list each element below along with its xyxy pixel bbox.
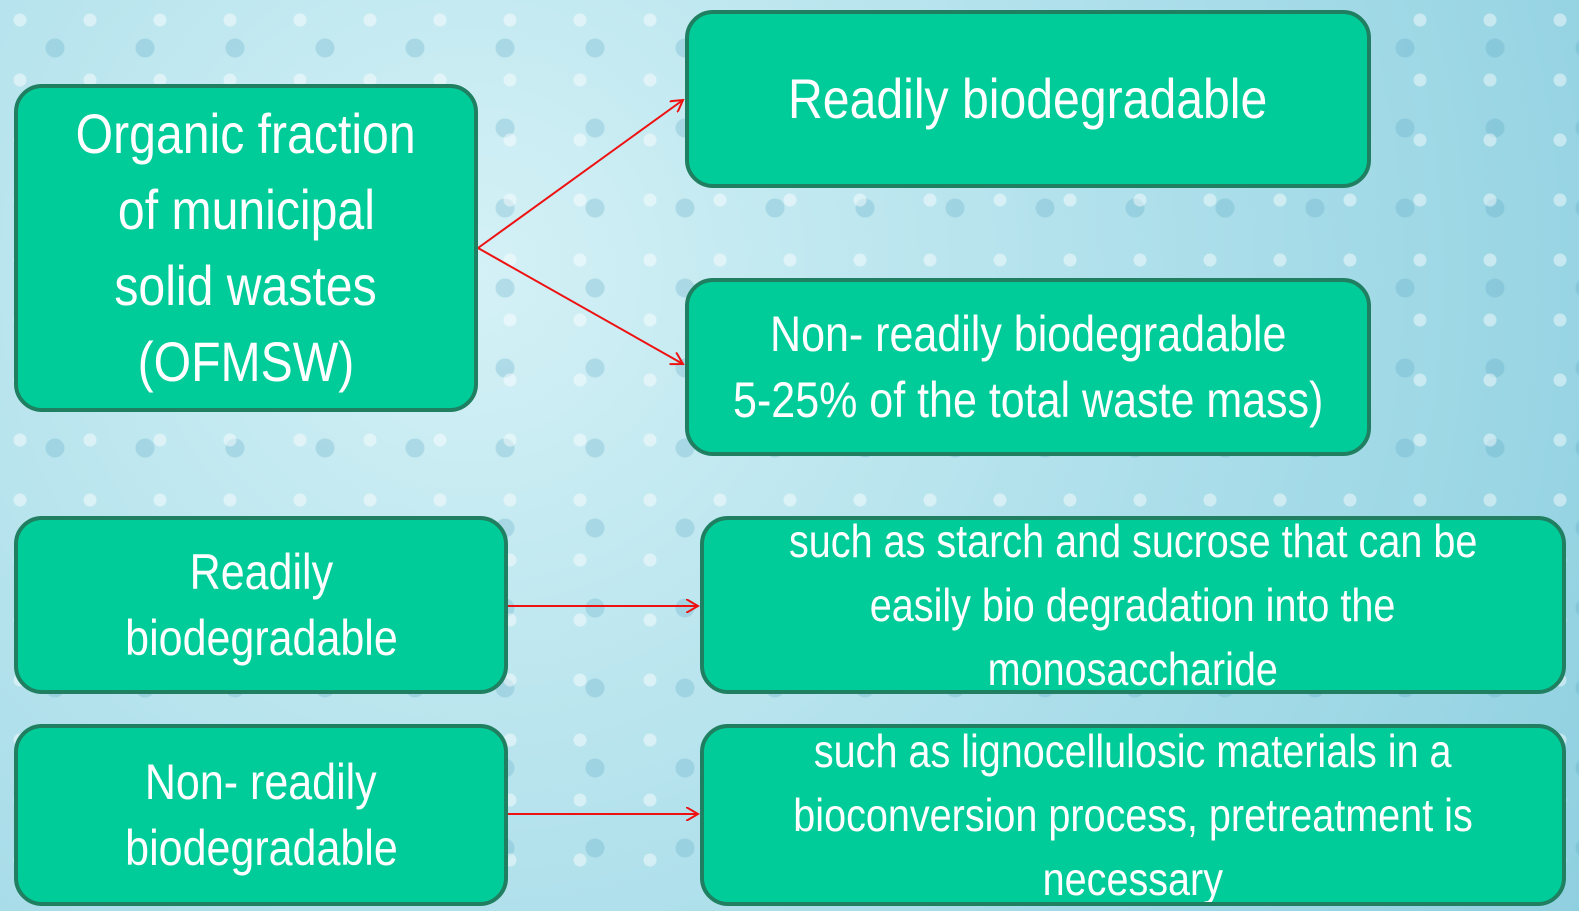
node-text: (OFMSW) <box>137 330 355 393</box>
node: Non- readily biodegradable 5-25% of the t… <box>685 278 1371 456</box>
node: such as starch and sucrose that can be ea… <box>700 516 1566 694</box>
node: Organic fraction of municipal solid wastes… <box>14 84 478 412</box>
node-text: bioconversion process, pretreatment is <box>793 789 1473 841</box>
node-text: 5-25% of the total waste mass) <box>732 372 1324 428</box>
node-text: biodegradable <box>124 610 398 666</box>
node-text: solid wastes <box>114 254 378 317</box>
node: such as lignocellulosic materials in a bi… <box>700 724 1566 906</box>
node: Non- readily biodegradable <box>14 724 508 906</box>
node: Readily biodegradable <box>14 516 508 694</box>
node-text: biodegradable <box>124 820 398 876</box>
node-text: monosaccharide <box>987 643 1279 694</box>
arrow <box>477 100 683 249</box>
arrow <box>477 247 683 364</box>
node-text: Organic fraction <box>76 102 416 165</box>
node-text: Readily <box>189 544 333 600</box>
node-text: easily bio degradation into the <box>870 579 1396 631</box>
node-text: of municipal <box>117 178 375 241</box>
node-text: such as lignocellulosic materials in a <box>814 725 1452 777</box>
node-text: Non- readily <box>145 754 377 810</box>
node-text: such as starch and sucrose that can be <box>788 516 1478 567</box>
node-text: Readily biodegradable <box>788 67 1268 130</box>
node-text: Non- readily biodegradable <box>769 306 1287 362</box>
node: Readily biodegradable <box>685 10 1371 188</box>
node-text: necessary <box>1042 853 1224 905</box>
